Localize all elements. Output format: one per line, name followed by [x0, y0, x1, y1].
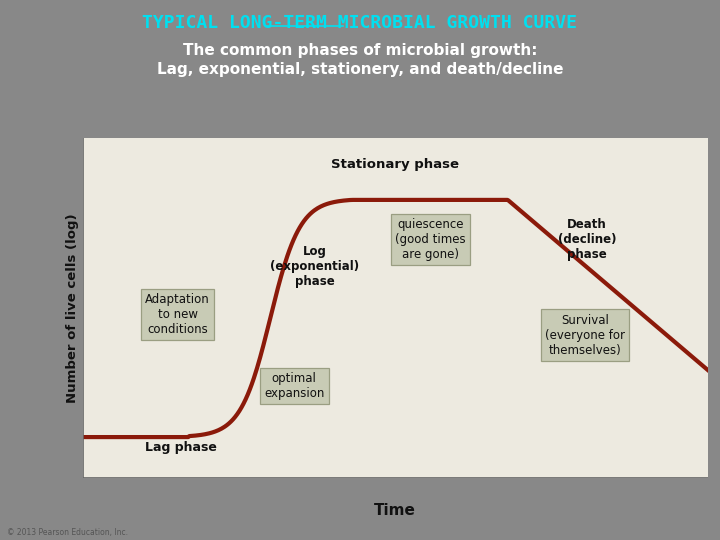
- Text: Lag phase: Lag phase: [145, 441, 217, 454]
- Text: The common phases of microbial growth:: The common phases of microbial growth:: [183, 43, 537, 58]
- Text: quiescence
(good times
are gone): quiescence (good times are gone): [395, 218, 466, 261]
- Text: © 2013 Pearson Education, Inc.: © 2013 Pearson Education, Inc.: [7, 528, 128, 537]
- Text: Time: Time: [374, 503, 415, 518]
- Text: Log
(exponential)
phase: Log (exponential) phase: [270, 246, 359, 288]
- Text: Survival
(everyone for
themselves): Survival (everyone for themselves): [545, 314, 625, 356]
- Text: optimal
expansion: optimal expansion: [264, 372, 325, 400]
- Text: TYPICAL LONG-TERM MICROBIAL GROWTH CURVE: TYPICAL LONG-TERM MICROBIAL GROWTH CURVE: [143, 14, 577, 31]
- Text: Adaptation
to new
conditions: Adaptation to new conditions: [145, 293, 210, 336]
- Y-axis label: Number of live cells (log): Number of live cells (log): [66, 213, 78, 403]
- Text: Death
(decline)
phase: Death (decline) phase: [558, 218, 616, 261]
- Text: Stationary phase: Stationary phase: [331, 158, 459, 171]
- Text: Lag, exponential, stationery, and death/decline: Lag, exponential, stationery, and death/…: [157, 62, 563, 77]
